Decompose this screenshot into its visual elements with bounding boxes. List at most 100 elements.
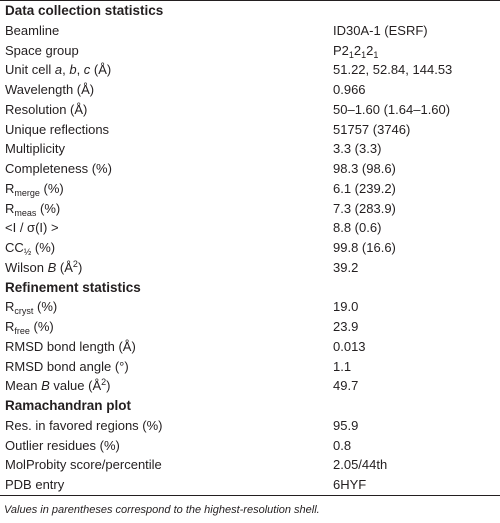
row-label: MolProbity score/percentile (5, 455, 162, 475)
text-part: Unit cell (5, 62, 55, 78)
text-part: P2 (333, 42, 349, 58)
text-part: 50–1.60 (1.64–1.60) (333, 101, 451, 117)
text-part: 2 (101, 377, 107, 388)
text-part: , (62, 62, 70, 78)
text-part: 8.8 (0.6) (333, 220, 382, 236)
row-label: Outlier residues (%) (5, 436, 120, 456)
row-label: RMSD bond length (Å) (5, 337, 136, 357)
text-part: ) (77, 259, 83, 275)
row-label: Res. in favored regions (%) (5, 416, 163, 436)
row-value: P212121 (333, 41, 378, 61)
row-label: Unique reflections (5, 120, 109, 140)
row-value: 39.2 (333, 258, 358, 278)
text-part: B (47, 259, 57, 275)
table-footnote: Values in parentheses correspond to the … (4, 504, 320, 516)
text-part: Beamline (5, 22, 60, 38)
text-part: Wilson (5, 259, 48, 275)
row-value: 23.9 (333, 317, 358, 337)
text-part: Mean (5, 378, 42, 394)
table-row: RMSD bond length (Å) 0.013 (0, 337, 500, 357)
text-part: 1.1 (333, 358, 352, 374)
text-part: 99.8 (16.6) (333, 240, 396, 255)
row-label: <I / σ(I) > (5, 218, 59, 238)
text-part: 2 (366, 42, 374, 58)
row-label: Beamline (5, 21, 59, 41)
text-part: (%) (36, 200, 61, 216)
text-part: 19.0 (333, 299, 359, 315)
text-part: meas (14, 207, 37, 218)
text-part: 51757 (3746) (333, 121, 411, 137)
text-part: (%) (29, 319, 54, 334)
section-header: Ramachandran plot (5, 398, 132, 413)
text-part: Res. in favored regions (%) (5, 417, 163, 433)
table-row: Mean B value (Å2) 49.7 (0, 376, 500, 396)
text-part: CC (5, 240, 24, 255)
text-part: merge (14, 187, 40, 198)
text-part: 51.22, 52.84, 144.53 (333, 62, 453, 78)
text-part: 95.9 (333, 417, 359, 433)
text-part: 2.05/44th (333, 457, 388, 473)
text-part: Multiplicity (5, 141, 65, 157)
text-part: RMSD bond angle (°) (5, 358, 129, 374)
text-part: (Å) (90, 62, 112, 78)
text-part: (%) (39, 180, 64, 196)
text-part: 6.1 (239.2) (333, 180, 396, 196)
row-label: Multiplicity (5, 139, 65, 159)
text-part: <I / σ(I) > (5, 220, 59, 236)
text-part: Completeness (%) (5, 161, 112, 176)
section-header: Refinement statistics (5, 279, 141, 295)
table-row: Rmerge (%) 6.1 (239.2) (0, 179, 500, 199)
text-part: (Å (56, 259, 73, 275)
row-value: 8.8 (0.6) (333, 218, 381, 238)
text-part: b (69, 62, 77, 78)
table-row: Unique reflections 51757 (3746) (0, 120, 500, 140)
table-row: Completeness (%) 98.3 (98.6) (0, 159, 500, 179)
text-part: free (14, 326, 30, 336)
row-label: Resolution (Å) (5, 100, 87, 120)
table-row: Res. in favored regions (%) 95.9 (0, 416, 500, 436)
row-label: Completeness (%) (5, 159, 112, 179)
text-part: (%) (33, 299, 58, 315)
text-part: B (41, 378, 50, 394)
row-value: 7.3 (283.9) (333, 199, 396, 219)
row-label: Space group (5, 41, 79, 61)
text-part: 1 (361, 49, 367, 60)
text-part: 1 (348, 49, 354, 60)
row-value: ID30A-1 (ESRF) (333, 21, 428, 41)
text-part: , (76, 62, 84, 78)
row-label: Rmerge (%) (5, 179, 64, 199)
row-value: 98.3 (98.6) (333, 159, 396, 179)
table-row: Wavelength (Å) 0.966 (0, 80, 500, 100)
text-part: RMSD bond length (Å) (5, 338, 136, 354)
row-label: Rfree (%) (5, 317, 54, 337)
text-part: 98.3 (98.6) (333, 161, 396, 176)
table-row: Rfree (%) 23.9 (0, 317, 500, 337)
row-value: 0.966 (333, 80, 366, 100)
text-part: Resolution (Å) (5, 101, 88, 117)
row-value: 6.1 (239.2) (333, 179, 396, 199)
text-part: Outlier residues (%) (5, 437, 120, 453)
table-row: Beamline ID30A-1 (ESRF) (0, 21, 500, 41)
text-part: 49.7 (333, 378, 359, 394)
row-value: 99.8 (16.6) (333, 238, 396, 258)
row-value: 0.8 (333, 436, 351, 456)
text-part: 1 (373, 49, 379, 60)
text-part: R (5, 319, 15, 334)
text-part: R (5, 200, 15, 216)
row-value: 1.1 (333, 357, 351, 377)
text-part: 0.013 (333, 338, 366, 354)
text-part: ID30A-1 (ESRF) (333, 22, 428, 38)
row-label: Mean B value (Å2) (5, 376, 110, 396)
text-part: R (5, 299, 15, 315)
text-part: 0.966 (333, 82, 366, 97)
text-part: Unique reflections (5, 121, 110, 137)
text-part: ½ (23, 247, 32, 257)
text-part: 3.3 (3.3) (333, 141, 382, 157)
row-value: 50–1.60 (1.64–1.60) (333, 100, 450, 120)
row-value: 19.0 (333, 297, 358, 317)
row-value: 49.7 (333, 376, 358, 396)
row-label: Rmeas (%) (5, 199, 60, 219)
table-row: Wilson B (Å2) 39.2 (0, 258, 500, 278)
text-part: a (54, 62, 63, 78)
